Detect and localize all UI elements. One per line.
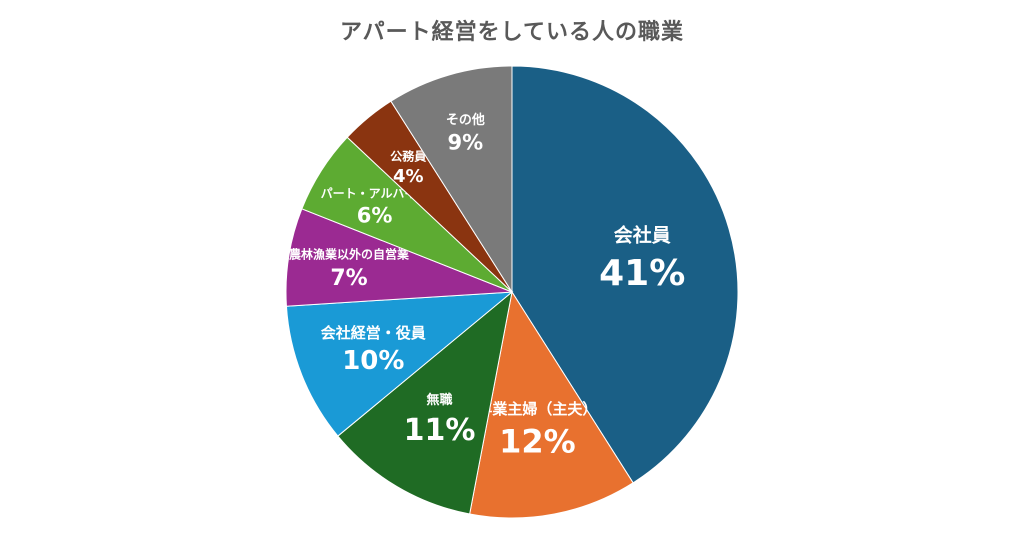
pie-slice-3	[337, 290, 513, 515]
slice-name-label: 会社員	[614, 224, 671, 247]
slice-name-label: 無職	[427, 392, 453, 408]
pie-slice-1	[511, 65, 739, 484]
slice-name-label: 専業主婦（主夫）	[477, 400, 597, 418]
slice-value-label: 9%	[448, 130, 484, 154]
pie-slice-4	[285, 291, 514, 437]
slice-name-label: 農林漁業以外の自営業	[289, 246, 410, 261]
slice-name-label: 会社経営・役員	[321, 324, 426, 342]
slice-value-label: 41%	[599, 253, 685, 294]
slice-name-label: パート・アルバイト	[321, 186, 429, 200]
slice-name-label: 公務員	[390, 148, 426, 163]
slice-value-label: 4%	[393, 166, 424, 187]
pie-slice-8	[390, 65, 513, 294]
slice-value-label: 7%	[330, 266, 367, 291]
slice-name-label: その他	[446, 112, 485, 128]
slice-value-label: 12%	[499, 422, 576, 460]
slice-value-label: 6%	[357, 204, 393, 228]
chart-title: アパート経営をしている人の職業	[340, 20, 684, 45]
slice-value-label: 11%	[404, 413, 476, 448]
slice-value-label: 10%	[342, 346, 404, 376]
pie-slice-2	[469, 290, 634, 519]
